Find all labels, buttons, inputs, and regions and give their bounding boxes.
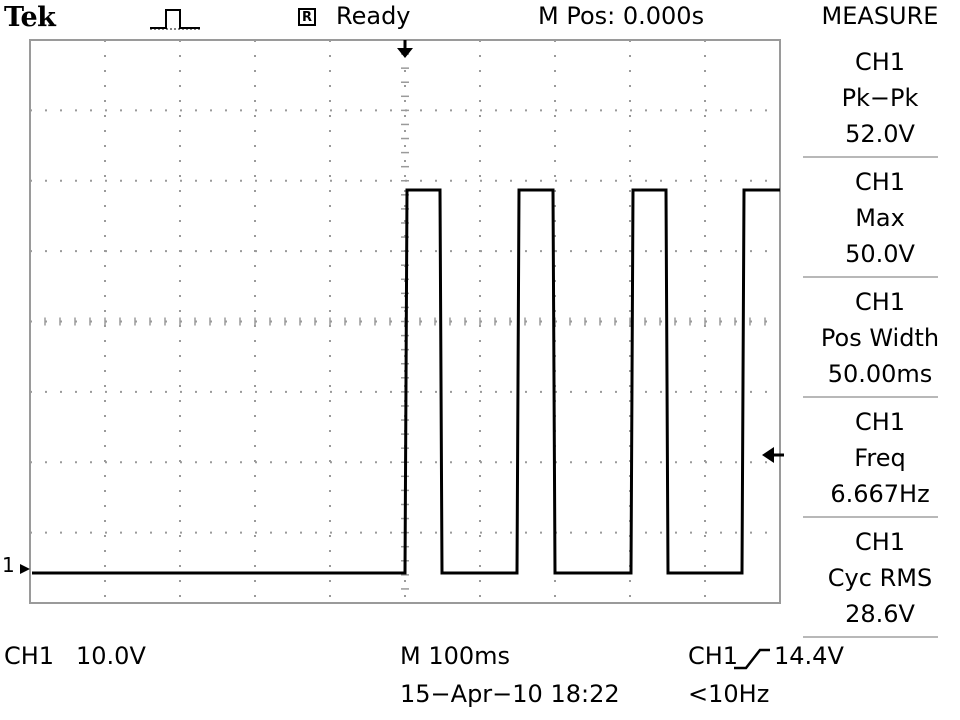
trigger-level: 14.4V	[774, 642, 844, 670]
measure-value: 6.667Hz	[830, 480, 930, 508]
main-position-readout: M Pos: 0.000s	[538, 2, 705, 30]
measure-menu-title: MEASURE	[821, 2, 939, 30]
trigger-source: CH1	[688, 642, 739, 670]
rising-edge-icon	[734, 648, 770, 670]
measure-type: Pk−Pk	[841, 84, 919, 112]
ch1-label: CH1	[4, 642, 55, 670]
measure-item-cyc-rms[interactable]: CH1 Cyc RMS 28.6V	[800, 524, 960, 632]
measure-item-freq[interactable]: CH1 Freq 6.667Hz	[800, 404, 960, 512]
run-state-badge: R	[298, 8, 316, 26]
date-time: 15−Apr−10 18:22	[400, 680, 620, 708]
measure-divider	[803, 396, 938, 398]
ch1-trace	[32, 188, 780, 575]
measure-channel: CH1	[854, 408, 906, 436]
ch1-volts-per-div: 10.0V	[76, 642, 146, 670]
measure-divider	[803, 276, 938, 278]
brand-logo: Tek	[4, 2, 56, 33]
measure-channel: CH1	[854, 288, 906, 316]
trigger-level-icon	[762, 447, 784, 463]
measure-value: 52.0V	[845, 120, 915, 148]
measure-type: Cyc RMS	[827, 564, 933, 592]
measure-item-pos-width[interactable]: CH1 Pos Width 50.00ms	[800, 284, 960, 392]
measure-channel: CH1	[854, 48, 906, 76]
measure-type: Max	[855, 204, 905, 232]
measure-value: 28.6V	[845, 600, 915, 628]
timebase-readout: M 100ms	[400, 642, 511, 670]
measure-type: Pos Width	[820, 324, 940, 352]
measure-item-pkpk[interactable]: CH1 Pk−Pk 52.0V	[800, 44, 960, 152]
ch1-ground-marker: 1	[2, 553, 15, 577]
measure-divider	[803, 516, 938, 518]
acquisition-status: Ready	[336, 2, 411, 30]
measure-value: 50.0V	[845, 240, 915, 268]
ch1-ground-marker-arrow	[20, 564, 30, 574]
measure-item-max[interactable]: CH1 Max 50.0V	[800, 164, 960, 272]
measure-type: Freq	[854, 444, 906, 472]
measure-value: 50.00ms	[827, 360, 933, 388]
pulse-icon	[150, 9, 200, 30]
measure-channel: CH1	[854, 168, 906, 196]
measure-channel: CH1	[854, 528, 906, 556]
measure-divider	[803, 156, 938, 158]
trigger-position-icon	[397, 40, 413, 58]
measure-divider	[803, 636, 938, 638]
trigger-frequency: <10Hz	[688, 680, 770, 708]
